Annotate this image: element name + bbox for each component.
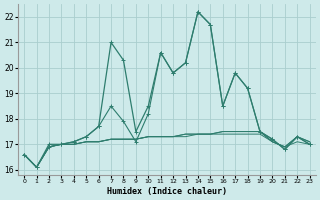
X-axis label: Humidex (Indice chaleur): Humidex (Indice chaleur) [107,187,227,196]
